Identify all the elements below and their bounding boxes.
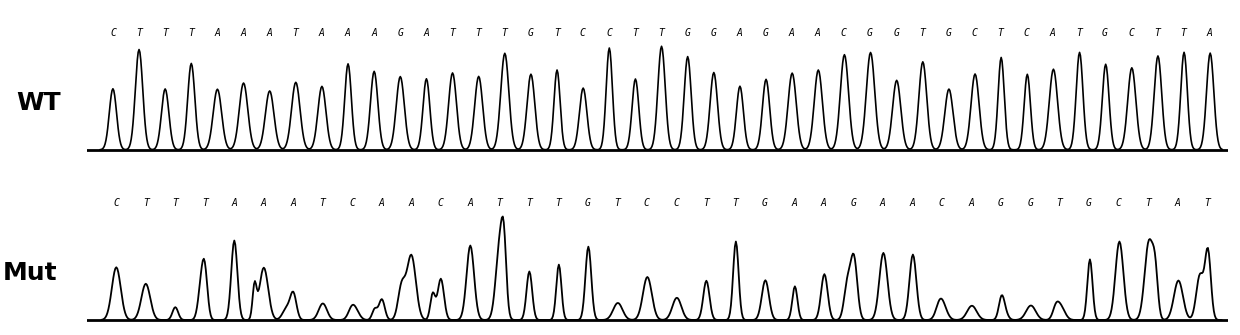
Text: T: T [1145,198,1151,208]
Text: T: T [526,198,532,208]
Text: T: T [475,28,481,38]
Text: G: G [528,28,533,38]
Text: G: G [763,28,769,38]
Text: T: T [1076,28,1081,38]
Text: A: A [345,28,351,38]
Text: T: T [1180,28,1187,38]
Text: G: G [1027,198,1033,208]
Text: A: A [821,198,827,208]
Text: T: T [615,198,620,208]
Text: C: C [673,198,680,208]
Text: C: C [841,28,847,38]
Text: T: T [1204,198,1210,208]
Text: A: A [215,28,221,38]
Text: G: G [851,198,856,208]
Text: A: A [378,198,384,208]
Text: T: T [293,28,299,38]
Text: A: A [423,28,429,38]
Text: T: T [162,28,169,38]
Text: G: G [711,28,717,38]
Text: T: T [188,28,195,38]
Text: A: A [791,198,797,208]
Text: T: T [496,198,502,208]
Text: A: A [737,28,743,38]
Text: C: C [1024,28,1029,38]
Text: T: T [501,28,507,38]
Text: C: C [1128,28,1133,38]
Text: G: G [1086,198,1092,208]
Text: Mut: Mut [2,261,57,285]
Text: C: C [438,198,444,208]
Text: A: A [1050,28,1055,38]
Text: T: T [143,198,149,208]
Text: G: G [761,198,768,208]
Text: C: C [113,198,119,208]
Text: C: C [971,28,977,38]
Text: G: G [998,198,1003,208]
Text: T: T [1154,28,1161,38]
Text: T: T [449,28,455,38]
Text: T: T [733,198,738,208]
Text: G: G [893,28,899,38]
Text: A: A [319,28,325,38]
Text: G: G [684,28,691,38]
Text: A: A [968,198,975,208]
Text: T: T [919,28,925,38]
Text: T: T [556,198,562,208]
Text: A: A [815,28,821,38]
Text: A: A [408,198,414,208]
Text: T: T [202,198,207,208]
Text: T: T [320,198,326,208]
Text: T: T [554,28,559,38]
Text: A: A [789,28,795,38]
Text: A: A [879,198,885,208]
Text: T: T [703,198,709,208]
Text: C: C [939,198,945,208]
Text: T: T [172,198,179,208]
Text: A: A [267,28,273,38]
Text: T: T [136,28,141,38]
Text: A: A [467,198,472,208]
Text: A: A [371,28,377,38]
Text: G: G [1102,28,1107,38]
Text: A: A [1174,198,1180,208]
Text: A: A [260,198,267,208]
Text: A: A [1207,28,1213,38]
Text: G: G [945,28,951,38]
Text: G: G [585,198,591,208]
Text: G: G [867,28,873,38]
Text: C: C [110,28,115,38]
Text: T: T [658,28,665,38]
Text: T: T [1056,198,1063,208]
Text: G: G [397,28,403,38]
Text: A: A [909,198,915,208]
Text: A: A [241,28,247,38]
Text: C: C [606,28,611,38]
Text: WT: WT [16,91,61,115]
Text: C: C [644,198,650,208]
Text: A: A [231,198,237,208]
Text: C: C [1116,198,1121,208]
Text: C: C [350,198,355,208]
Text: C: C [580,28,585,38]
Text: T: T [632,28,637,38]
Text: T: T [997,28,1003,38]
Text: A: A [290,198,296,208]
